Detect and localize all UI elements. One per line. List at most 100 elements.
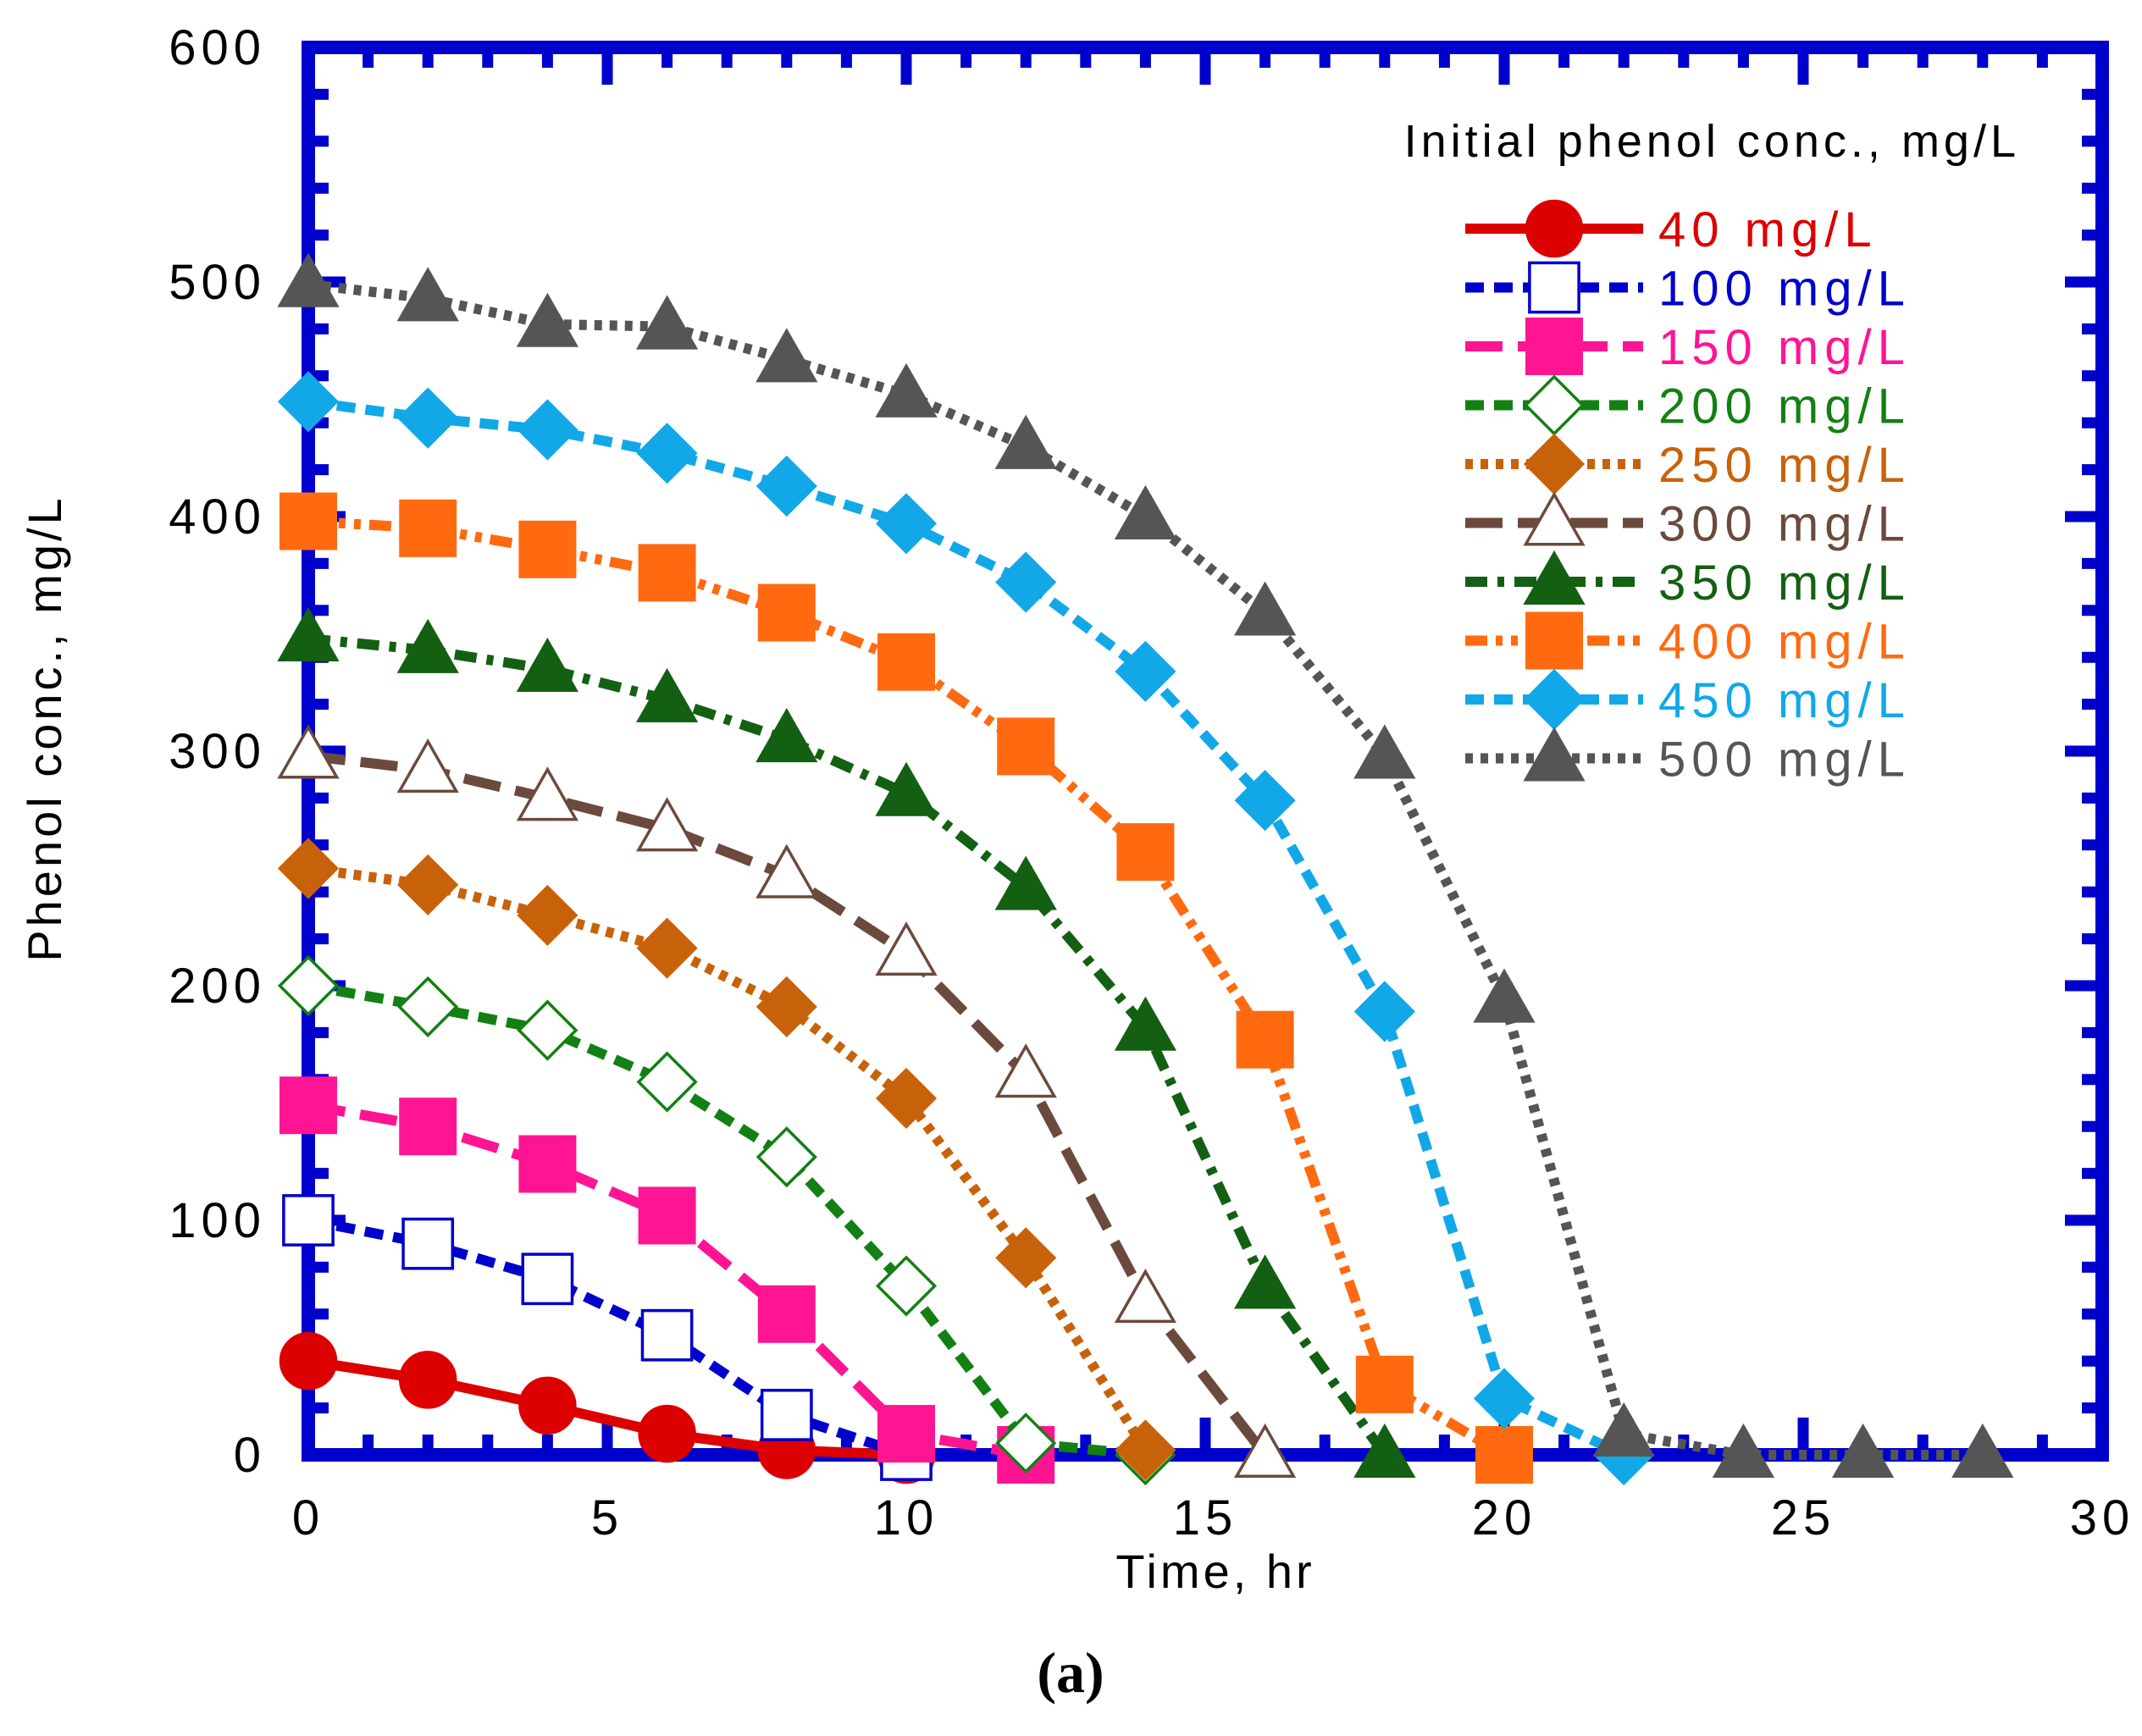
data-point bbox=[518, 520, 577, 578]
legend-item: 500 mg/L bbox=[1465, 727, 1905, 788]
data-point bbox=[640, 1308, 694, 1362]
legend-swatch-marker bbox=[1523, 433, 1586, 495]
series-line bbox=[307, 396, 1626, 1460]
data-point bbox=[875, 761, 938, 816]
data-point bbox=[1353, 981, 1415, 1042]
data-point bbox=[521, 1252, 574, 1306]
data-point bbox=[1831, 1423, 1895, 1478]
data-point bbox=[756, 708, 818, 763]
data-point bbox=[994, 855, 1057, 910]
legend-label: 400 mg/L bbox=[1658, 615, 1911, 670]
legend-swatch-marker bbox=[1528, 261, 1580, 314]
y-axis-title: Phenol conc., mg/L bbox=[18, 495, 71, 961]
data-point bbox=[277, 371, 340, 433]
data-point bbox=[279, 1331, 338, 1390]
data-point bbox=[277, 252, 340, 307]
data-point bbox=[875, 493, 938, 555]
data-point bbox=[277, 606, 340, 661]
data-point bbox=[995, 1413, 1057, 1474]
series-400-mg-L bbox=[280, 492, 1533, 1484]
data-point bbox=[1236, 1010, 1294, 1069]
data-point bbox=[277, 724, 340, 779]
x-tick-label: 5 bbox=[591, 1490, 623, 1545]
data-point bbox=[635, 667, 699, 723]
y-tick-label: 300 bbox=[169, 724, 266, 779]
data-point bbox=[517, 399, 578, 461]
series-layer bbox=[277, 252, 2014, 1486]
data-point bbox=[995, 1227, 1057, 1289]
data-point bbox=[875, 1255, 938, 1317]
data-point bbox=[757, 583, 816, 642]
data-point bbox=[1473, 968, 1536, 1023]
data-point bbox=[1114, 1269, 1177, 1324]
legend-label: 150 mg/L bbox=[1658, 320, 1911, 375]
legend-item: 150 mg/L bbox=[1465, 318, 1911, 375]
legend-label: 350 mg/L bbox=[1658, 556, 1911, 611]
data-point bbox=[1233, 1254, 1297, 1309]
y-tick-label: 200 bbox=[169, 959, 266, 1014]
legend-item: 200 mg/L bbox=[1465, 374, 1905, 436]
data-point bbox=[756, 976, 817, 1038]
legend-swatch-marker bbox=[1523, 668, 1586, 731]
data-point bbox=[1592, 1402, 1655, 1457]
data-point bbox=[756, 455, 817, 517]
data-point bbox=[875, 1067, 938, 1130]
data-point bbox=[399, 499, 457, 557]
x-tick-label: 15 bbox=[1173, 1490, 1238, 1545]
data-point bbox=[1353, 724, 1416, 779]
legend-item: 400 mg/L bbox=[1465, 611, 1911, 670]
y-tick-label: 400 bbox=[169, 489, 266, 545]
x-tick-label: 0 bbox=[292, 1490, 324, 1545]
legend-label: 250 mg/L bbox=[1658, 438, 1911, 493]
data-point bbox=[638, 1186, 696, 1245]
legend-label: 300 mg/L bbox=[1658, 497, 1911, 552]
data-point bbox=[398, 1351, 457, 1409]
data-point bbox=[875, 921, 938, 976]
data-point bbox=[760, 1389, 813, 1441]
data-point bbox=[516, 637, 579, 692]
data-point bbox=[636, 423, 698, 484]
data-point bbox=[401, 1217, 455, 1270]
data-point bbox=[756, 843, 818, 898]
legend-title: Initial phenol conc., mg/L bbox=[1404, 116, 2020, 167]
legend-label: 100 mg/L bbox=[1658, 262, 1911, 317]
series-100-mg-L bbox=[282, 1194, 933, 1481]
data-point bbox=[397, 854, 459, 915]
legend-item: 450 mg/L bbox=[1465, 668, 1911, 731]
x-tick-label: 10 bbox=[874, 1490, 939, 1545]
data-point bbox=[635, 797, 699, 852]
legend-label: 40 mg/L bbox=[1658, 202, 1878, 257]
data-point bbox=[1951, 1423, 2014, 1478]
data-point bbox=[994, 1043, 1057, 1098]
data-point bbox=[997, 717, 1055, 776]
legend-swatch-marker bbox=[1523, 374, 1586, 436]
data-point bbox=[516, 292, 579, 347]
series-300-mg-L bbox=[277, 724, 1297, 1478]
data-point bbox=[516, 766, 579, 821]
legend-swatch-marker bbox=[1525, 318, 1583, 375]
data-point bbox=[995, 551, 1057, 613]
data-point bbox=[1234, 770, 1296, 832]
legend-item: 40 mg/L bbox=[1465, 199, 1878, 258]
data-point bbox=[517, 884, 578, 946]
data-point bbox=[397, 976, 459, 1038]
legend-label: 450 mg/L bbox=[1658, 673, 1911, 728]
data-point bbox=[282, 1194, 335, 1247]
series-350-mg-L bbox=[277, 606, 1416, 1478]
data-point bbox=[877, 633, 935, 691]
data-point bbox=[877, 1405, 935, 1463]
data-point bbox=[396, 618, 459, 673]
series-250-mg-L bbox=[277, 838, 1176, 1481]
data-point bbox=[1115, 640, 1176, 702]
data-point bbox=[517, 999, 578, 1061]
series-450-mg-L bbox=[277, 371, 1655, 1486]
x-tick-label: 25 bbox=[1771, 1490, 1836, 1545]
series-500-mg-L bbox=[277, 252, 2014, 1478]
data-point bbox=[397, 387, 459, 449]
data-point bbox=[518, 1135, 577, 1193]
data-point bbox=[756, 1126, 817, 1188]
y-tick-label: 600 bbox=[169, 20, 266, 75]
